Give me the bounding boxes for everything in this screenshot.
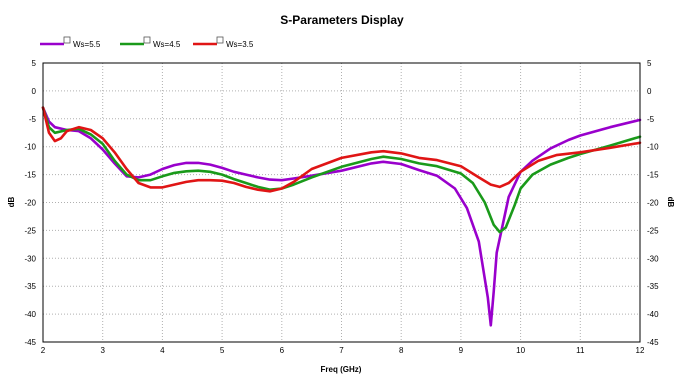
plot-frame xyxy=(42,62,641,343)
legend-label: Ws=5.5 xyxy=(73,40,101,49)
y-tick-label-right: -20 xyxy=(647,199,659,208)
y-tick-label-left: -40 xyxy=(24,310,36,319)
y-tick-label-right: -15 xyxy=(647,171,659,180)
x-tick-label: 6 xyxy=(280,346,285,355)
y-tick-label-right: -25 xyxy=(647,226,659,235)
x-axis-label: Freq (GHz) xyxy=(321,365,362,374)
chart-title: S-Parameters Display xyxy=(280,13,404,27)
y-tick-labels-right: 5 0 -5 -10 -15 -20 -25 -30 -35 -40 -45 xyxy=(647,59,659,347)
y-tick-label-left: -45 xyxy=(24,338,36,347)
legend: Ws=5.5 Ws=4.5 Ws=3.5 xyxy=(40,36,254,49)
y-tick-label-right: -5 xyxy=(647,115,655,124)
legend-checkbox-icon xyxy=(63,36,71,44)
series-line-ws-5-5 xyxy=(41,106,642,327)
y-tick-label-right: -35 xyxy=(647,282,659,291)
legend-item: Ws=3.5 xyxy=(193,36,254,49)
y-tick-label-right: -45 xyxy=(647,338,659,347)
y-tick-labels-left: 5 0 -5 -10 -15 -20 -25 -30 -35 -40 -45 xyxy=(24,59,36,347)
y-tick-label-left: 5 xyxy=(32,59,37,68)
legend-label: Ws=3.5 xyxy=(226,40,254,49)
x-tick-label: 7 xyxy=(339,346,344,355)
y-axis-label-right: dB xyxy=(666,197,675,208)
x-tick-label: 5 xyxy=(220,346,225,355)
legend-checkbox-icon xyxy=(216,36,224,44)
legend-checkbox-icon xyxy=(143,36,151,44)
x-tick-label: 9 xyxy=(459,346,464,355)
y-tick-label-right: -10 xyxy=(647,143,659,152)
legend-label: Ws=4.5 xyxy=(153,40,181,49)
x-tick-label: 11 xyxy=(576,346,585,355)
y-tick-label-left: -15 xyxy=(24,171,36,180)
x-tick-label: 8 xyxy=(399,346,404,355)
y-tick-label-left: -5 xyxy=(29,115,37,124)
legend-item: Ws=4.5 xyxy=(120,36,181,49)
y-tick-label-right: -30 xyxy=(647,254,659,263)
y-tick-label-left: -10 xyxy=(24,143,36,152)
y-tick-label-left: -30 xyxy=(24,254,36,263)
series-layer xyxy=(41,106,642,327)
y-tick-label-right: 5 xyxy=(647,59,652,68)
x-tick-labels: 2 3 4 5 6 7 8 9 10 11 12 xyxy=(41,346,645,355)
series-line-ws-3-5 xyxy=(41,106,642,193)
y-tick-label-right: -40 xyxy=(647,310,659,319)
y-tick-label-left: -20 xyxy=(24,199,36,208)
legend-item: Ws=5.5 xyxy=(40,36,101,49)
y-tick-label-left: -35 xyxy=(24,282,36,291)
gridlines xyxy=(43,63,640,342)
y-tick-label-left: -25 xyxy=(24,226,36,235)
x-tick-label: 2 xyxy=(41,346,46,355)
x-tick-label: 3 xyxy=(100,346,105,355)
x-tick-label: 4 xyxy=(160,346,165,355)
y-tick-label-left: 0 xyxy=(32,87,37,96)
y-tick-label-right: 0 xyxy=(647,87,652,96)
x-tick-label: 10 xyxy=(516,346,525,355)
y-axis-label-left: dB xyxy=(7,196,16,207)
x-tick-label: 12 xyxy=(636,346,645,355)
